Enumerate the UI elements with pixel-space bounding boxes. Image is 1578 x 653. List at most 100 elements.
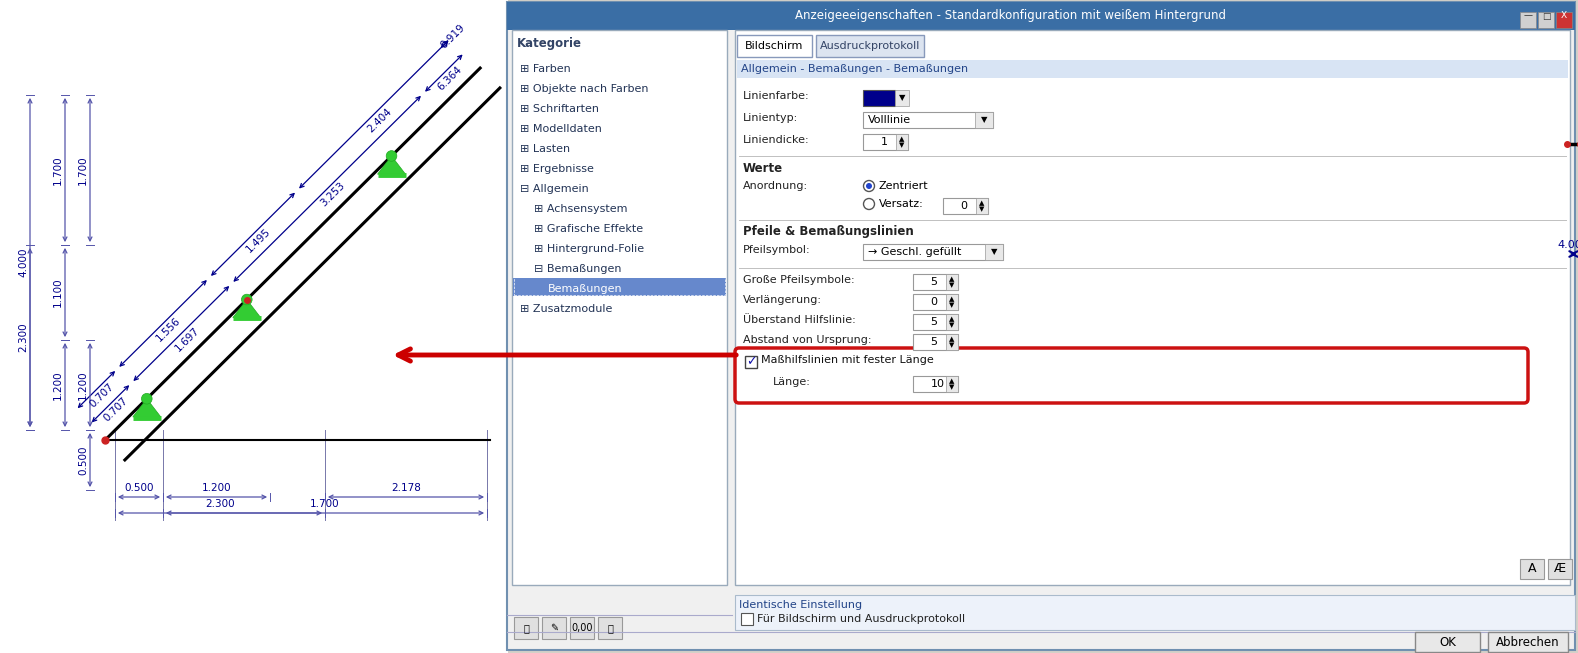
Polygon shape <box>133 399 161 417</box>
Circle shape <box>142 393 151 404</box>
Bar <box>975 112 993 128</box>
Text: 1.200: 1.200 <box>77 370 88 400</box>
Text: Überstand Hilfslinie:: Überstand Hilfslinie: <box>743 315 855 325</box>
Circle shape <box>241 295 252 305</box>
Bar <box>735 30 1570 585</box>
Text: 0.500: 0.500 <box>77 445 88 475</box>
Text: Länge:: Länge: <box>773 377 811 387</box>
Bar <box>945 334 958 350</box>
Text: ⊞ Objekte nach Farben: ⊞ Objekte nach Farben <box>521 84 649 94</box>
Bar <box>541 617 567 639</box>
Text: ⊞ Achsensystem: ⊞ Achsensystem <box>533 204 628 214</box>
Bar <box>863 134 907 150</box>
Text: ⊞ Zusatzmodule: ⊞ Zusatzmodule <box>521 304 612 314</box>
Text: ▼: ▼ <box>899 142 904 148</box>
Circle shape <box>863 180 874 191</box>
Bar <box>945 294 958 310</box>
Text: Kategorie: Kategorie <box>518 37 582 50</box>
Circle shape <box>387 151 396 161</box>
Text: Liniendicke:: Liniendicke: <box>743 135 810 145</box>
Text: 1.200: 1.200 <box>202 483 232 493</box>
Circle shape <box>863 199 874 210</box>
Text: 2.300: 2.300 <box>205 499 235 509</box>
Text: ▲: ▲ <box>950 378 955 384</box>
Text: Maßhilfslinien mit fester Länge: Maßhilfslinien mit fester Länge <box>761 355 934 365</box>
Text: ▼: ▼ <box>950 282 955 288</box>
Text: ▼: ▼ <box>950 384 955 390</box>
Text: ✓: ✓ <box>746 355 756 368</box>
Text: 5: 5 <box>931 317 937 327</box>
Bar <box>513 278 726 296</box>
Text: Verlängerung:: Verlängerung: <box>743 295 822 305</box>
Bar <box>896 134 907 150</box>
Text: 1.100: 1.100 <box>54 278 63 308</box>
Bar <box>745 356 757 368</box>
Bar <box>914 294 958 310</box>
Text: ▼: ▼ <box>950 322 955 328</box>
Bar <box>945 376 958 392</box>
Text: ▼: ▼ <box>982 116 988 125</box>
Text: 0.500: 0.500 <box>125 483 153 493</box>
Bar <box>863 244 1004 260</box>
Text: ▼: ▼ <box>899 93 906 103</box>
Text: ⊞ Schriftarten: ⊞ Schriftarten <box>521 104 600 114</box>
Text: 2.178: 2.178 <box>391 483 421 493</box>
Text: Volllinie: Volllinie <box>868 115 911 125</box>
Bar <box>863 112 993 128</box>
Bar <box>507 2 1575 30</box>
Text: Bildschirm: Bildschirm <box>745 41 803 51</box>
Text: ▼: ▼ <box>950 302 955 308</box>
Text: 1.700: 1.700 <box>77 155 88 185</box>
Text: 5: 5 <box>931 277 937 287</box>
Text: ⊞ Farben: ⊞ Farben <box>521 64 571 74</box>
Bar <box>511 30 727 585</box>
Text: Bemaßungen: Bemaßungen <box>548 284 623 294</box>
Text: 1: 1 <box>881 137 887 147</box>
Text: 0: 0 <box>931 297 937 307</box>
Text: ▼: ▼ <box>980 206 985 212</box>
Text: 1.556: 1.556 <box>155 315 183 343</box>
Text: 1.700: 1.700 <box>54 155 63 185</box>
Text: 0: 0 <box>961 201 967 211</box>
FancyBboxPatch shape <box>735 348 1528 403</box>
Text: ⊞ Lasten: ⊞ Lasten <box>521 144 570 154</box>
Text: 0.919: 0.919 <box>439 22 467 50</box>
Text: Pfeilsymbol:: Pfeilsymbol: <box>743 245 811 255</box>
Text: ▲: ▲ <box>950 316 955 322</box>
Text: ⊞ Ergebnisse: ⊞ Ergebnisse <box>521 164 593 174</box>
Text: Große Pfeilsymbole:: Große Pfeilsymbole: <box>743 275 855 285</box>
Bar <box>737 35 813 57</box>
Text: 4.000: 4.000 <box>1557 240 1578 250</box>
Bar <box>816 35 925 57</box>
Bar <box>1548 559 1572 579</box>
Polygon shape <box>377 156 406 174</box>
Text: Pfeile & Bemaßungslinien: Pfeile & Bemaßungslinien <box>743 225 914 238</box>
Text: ▲: ▲ <box>950 336 955 342</box>
Text: 4.000: 4.000 <box>17 247 28 278</box>
Bar <box>507 2 1575 650</box>
Bar <box>1556 12 1572 28</box>
Bar <box>977 198 988 214</box>
Text: Abbrechen: Abbrechen <box>1496 635 1559 648</box>
Text: 2.300: 2.300 <box>17 323 28 353</box>
Text: 10: 10 <box>931 379 945 389</box>
Bar <box>1488 632 1569 652</box>
Text: Zentriert: Zentriert <box>879 181 928 191</box>
Bar <box>914 376 958 392</box>
Text: ⓘ: ⓘ <box>522 623 529 633</box>
Text: OK: OK <box>1439 635 1456 648</box>
Text: ⊞ Grafische Effekte: ⊞ Grafische Effekte <box>533 224 644 234</box>
Bar <box>598 617 622 639</box>
Text: ▲: ▲ <box>950 296 955 302</box>
Text: Anordnung:: Anordnung: <box>743 181 808 191</box>
Text: ⊟ Bemaßungen: ⊟ Bemaßungen <box>533 264 622 274</box>
Text: Æ: Æ <box>1554 562 1565 575</box>
Text: Für Bildschirm und Ausdruckprotokoll: Für Bildschirm und Ausdruckprotokoll <box>757 614 966 624</box>
Text: Anzeigeeeigenschaften - Standardkonfiguration mit weißem Hintergrund: Anzeigeeeigenschaften - Standardkonfigur… <box>795 10 1226 22</box>
Text: 6.364: 6.364 <box>436 65 464 93</box>
Text: ⊞ Modelldaten: ⊞ Modelldaten <box>521 124 601 134</box>
Bar <box>0 0 508 653</box>
Text: A: A <box>1528 562 1537 575</box>
Bar <box>1415 632 1480 652</box>
Text: ▲: ▲ <box>950 276 955 282</box>
